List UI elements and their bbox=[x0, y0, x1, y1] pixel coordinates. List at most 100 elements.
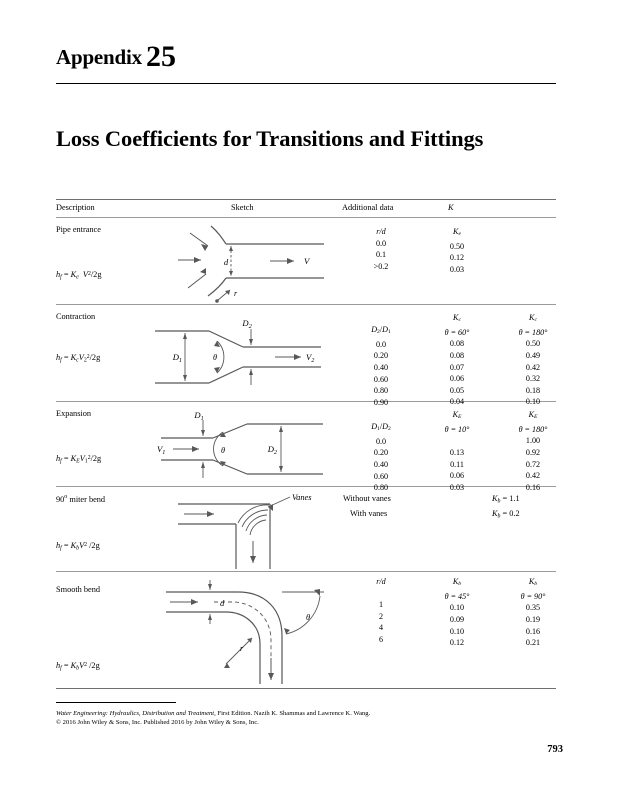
cell: >0.2 bbox=[373, 261, 389, 271]
svg-text:d: d bbox=[220, 598, 225, 608]
cell: 0.0 bbox=[375, 238, 387, 248]
cell: 0.09 bbox=[449, 615, 465, 625]
appendix-label: Appendix bbox=[56, 45, 142, 69]
row-formula: hf = Ke V2/2g bbox=[56, 270, 102, 281]
cell: 0.1 bbox=[375, 250, 387, 260]
cell: 0.42 bbox=[525, 471, 541, 481]
row1-col1: r/d 0.0 0.1 >0.2 bbox=[336, 226, 426, 272]
footnote: Water Engineering: Hydraulics, Distribut… bbox=[56, 709, 556, 728]
cell: 0.03 bbox=[449, 265, 465, 275]
appendix-number: 25 bbox=[145, 40, 176, 73]
row2-col3: Kc θ = 180° 0.50 0.49 0.42 0.32 0.18 0.1… bbox=[488, 312, 578, 408]
svg-text:V: V bbox=[304, 256, 311, 266]
cell: 0.19 bbox=[525, 615, 541, 625]
cell: 0.90 bbox=[373, 397, 389, 407]
row5-col3: Kb θ = 90° 0.35 0.19 0.16 0.21 bbox=[488, 576, 578, 649]
cell: 0.04 bbox=[449, 397, 465, 407]
col-subheader: θ = 10° bbox=[444, 424, 470, 434]
col-header: KE bbox=[452, 410, 462, 421]
row5-col1: r/d 1 2 4 6 bbox=[336, 576, 426, 646]
cell: 0.07 bbox=[449, 362, 465, 372]
book-edition-authors: First Edition. Nazih K. Shammas and Lawr… bbox=[215, 710, 371, 717]
row-description: Pipe entrance bbox=[56, 225, 101, 234]
col-header: Ke bbox=[453, 227, 461, 238]
cell: 0.12 bbox=[449, 253, 465, 263]
cell: 0.60 bbox=[373, 471, 389, 481]
sketch-miter-bend: Vanes bbox=[168, 491, 343, 576]
sketch-smooth-bend: d r θ bbox=[154, 576, 344, 693]
cell: 0.08 bbox=[449, 339, 465, 349]
cell: 0.05 bbox=[449, 385, 465, 395]
cell: 0.0 bbox=[375, 339, 387, 349]
row1-col2: Ke 0.50 0.12 0.03 bbox=[412, 226, 502, 276]
page-title: Loss Coefficients for Transitions and Fi… bbox=[56, 126, 484, 151]
footnote-line-1: Water Engineering: Hydraulics, Distribut… bbox=[56, 709, 556, 718]
cell: 0.06 bbox=[449, 471, 465, 481]
row2-col1: D2/D1 0.0 0.20 0.40 0.60 0.80 0.90 bbox=[336, 324, 426, 408]
cell: 0.16 bbox=[525, 626, 541, 636]
cell: 0.13 bbox=[449, 448, 465, 458]
cell: 0.32 bbox=[525, 374, 541, 384]
row3-col1: D1/D2 0.0 0.20 0.40 0.60 0.80 bbox=[336, 421, 426, 494]
col-header: Kb bbox=[528, 577, 538, 588]
col-subheader: θ = 180° bbox=[518, 327, 548, 337]
svg-text:r: r bbox=[240, 644, 244, 653]
cell: 0.40 bbox=[373, 460, 389, 470]
loss-coefficients-table: Description Sketch Additional data K Pip… bbox=[56, 199, 556, 689]
cell: 0.60 bbox=[373, 374, 389, 384]
cell: 0.20 bbox=[373, 351, 389, 361]
svg-text:D1: D1 bbox=[172, 352, 182, 364]
col-header: r/d bbox=[376, 577, 386, 586]
cell: 4 bbox=[378, 623, 384, 633]
cell: 0.49 bbox=[525, 351, 541, 361]
sketch-pipe-entrance: d V r bbox=[156, 224, 331, 311]
miter-with-vanes-value: Kb = 0.2 bbox=[492, 509, 520, 520]
svg-text:d: d bbox=[224, 257, 229, 267]
sketch-expansion: D1 D2 θ V1 bbox=[151, 410, 336, 489]
column-header-k: K bbox=[448, 203, 454, 212]
cell: 0.06 bbox=[449, 374, 465, 384]
cell: 0.21 bbox=[525, 638, 541, 648]
cell: 0.12 bbox=[449, 638, 465, 648]
col-header: Kc bbox=[529, 313, 537, 324]
row-formula: hf = KcV22/2g bbox=[56, 353, 101, 364]
svg-text:θ: θ bbox=[306, 613, 310, 622]
row3-col3: KE θ = 180° 1.00 0.92 0.72 0.42 0.16 bbox=[488, 409, 578, 493]
page-number: 793 bbox=[547, 744, 563, 755]
row-description: Contraction bbox=[56, 312, 96, 321]
cell: 0.40 bbox=[373, 363, 389, 373]
svg-text:D2: D2 bbox=[267, 444, 277, 456]
miter-without-vanes-value: Kb = 1.1 bbox=[492, 494, 520, 505]
svg-text:θ: θ bbox=[213, 353, 217, 362]
footnote-divider bbox=[56, 702, 176, 703]
miter-without-vanes-label: Without vanes bbox=[343, 494, 391, 503]
cell: 0.72 bbox=[525, 459, 541, 469]
cell: 0.18 bbox=[525, 385, 541, 395]
svg-text:Vanes: Vanes bbox=[292, 493, 312, 502]
cell: 0.80 bbox=[373, 483, 389, 493]
sketch-contraction: D1 D2 θ V2 bbox=[151, 315, 336, 402]
cell: 0.08 bbox=[449, 351, 465, 361]
table-row: Pipe entrance hf = Ke V2/2g bbox=[56, 218, 556, 305]
svg-text:D1: D1 bbox=[193, 410, 203, 422]
col-header: r/d bbox=[376, 227, 386, 236]
cell: 1.00 bbox=[525, 436, 541, 446]
table-row: Contraction hf = KcV22/2g bbox=[56, 305, 556, 407]
row-description: Expansion bbox=[56, 409, 92, 418]
cell: 6 bbox=[378, 634, 384, 644]
column-header-additional-data: Additional data bbox=[342, 203, 394, 212]
row-formula: hf = KEV12/2g bbox=[56, 454, 102, 465]
col-subheader: θ = 60° bbox=[444, 327, 470, 337]
svg-text:D2: D2 bbox=[241, 318, 251, 330]
miter-with-vanes-label: With vanes bbox=[350, 509, 388, 518]
table-row: 90o miter bend hf = KbV2 /2g bbox=[56, 487, 556, 572]
cell: 0.92 bbox=[525, 448, 541, 458]
col-header: D1/D2 bbox=[371, 422, 391, 433]
cell: 0.20 bbox=[373, 448, 389, 458]
cell: 0.16 bbox=[525, 482, 541, 492]
row5-col2: Kb θ = 45° 0.10 0.09 0.10 0.12 bbox=[412, 576, 502, 649]
row-description: Smooth bend bbox=[56, 585, 101, 594]
column-header-sketch: Sketch bbox=[231, 203, 254, 212]
svg-text:V1: V1 bbox=[157, 444, 165, 456]
